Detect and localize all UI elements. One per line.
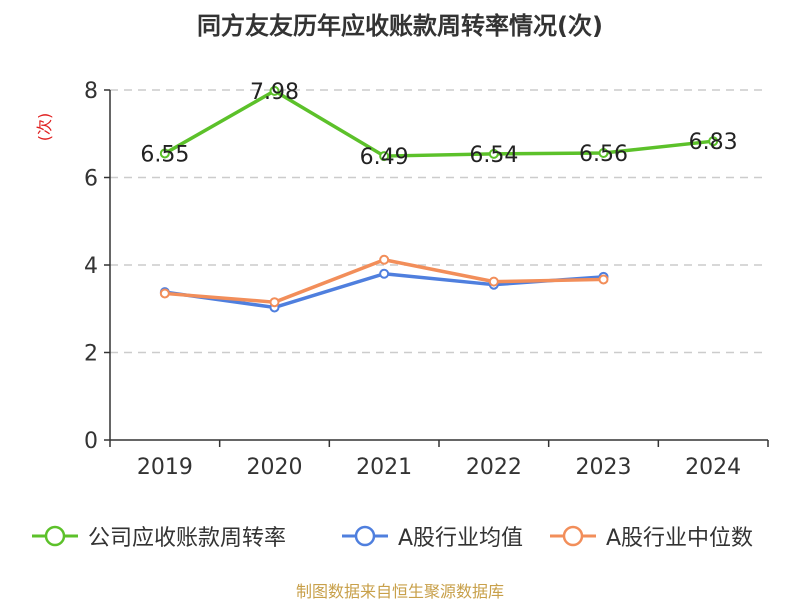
- data-point: [708, 136, 719, 147]
- data-point: [488, 148, 499, 159]
- y-axis-label: (次): [35, 113, 54, 142]
- data-label: 6.49: [360, 145, 409, 170]
- data-label: 6.83: [689, 130, 738, 155]
- legend: 公司应收账款周转率 A股行业均值 A股行业中位数: [0, 518, 800, 558]
- data-point: [269, 297, 280, 308]
- x-tick-label: 2022: [466, 455, 522, 480]
- series-line: [164, 272, 604, 310]
- legend-swatch-icon: [550, 525, 596, 547]
- x-tick-label: 2020: [247, 455, 303, 480]
- series-line: [163, 89, 714, 158]
- x-tick-label: 2019: [137, 455, 193, 480]
- grid-lines: [110, 89, 768, 354]
- y-tick-label: 0: [84, 429, 98, 454]
- y-tick-label: 2: [84, 342, 98, 367]
- data-label: 6.56: [579, 142, 628, 167]
- data-point: [379, 254, 390, 265]
- data-point: [159, 148, 170, 159]
- legend-swatch-icon: [32, 525, 78, 547]
- data-point: [379, 268, 390, 279]
- x-tick-label: 2024: [685, 455, 741, 480]
- data-label: 6.54: [469, 143, 518, 168]
- data-label: 7.98: [250, 80, 299, 105]
- y-tick-label: 6: [84, 167, 98, 192]
- source-note: 制图数据来自恒生聚源数据库: [295, 582, 504, 601]
- data-labels: 6.55 7.98 6.49 6.54 6.56 6.83: [140, 80, 737, 170]
- legend-swatch-icon: [342, 525, 388, 547]
- legend-label: 公司应收账款周转率: [88, 526, 287, 551]
- axes: 0 2 4 6 8 2019 2020 2021 2022 2023 2024 (次): [35, 79, 769, 480]
- legend-item[interactable]: A股行业中位数: [548, 518, 753, 554]
- x-tick-label: 2023: [576, 455, 632, 480]
- series-line: [164, 258, 604, 304]
- line-chart: 0 2 4 6 8 2019 2020 2021 2022 2023 2024 (次) 6.55 7.9…: [35, 79, 769, 480]
- legend-label: A股行业中位数: [606, 526, 754, 551]
- chart-title: 同方友友历年应收账款周转率情况(次): [197, 12, 603, 40]
- x-tick-label: 2021: [356, 455, 412, 480]
- data-point: [159, 288, 170, 299]
- data-point: [379, 151, 390, 162]
- legend-item[interactable]: A股行业均值: [340, 518, 523, 554]
- data-label: 6.55: [140, 142, 189, 167]
- data-point: [488, 276, 499, 287]
- data-point: [598, 274, 609, 285]
- legend-label: A股行业均值: [398, 526, 524, 551]
- data-point: [269, 85, 280, 96]
- y-tick-label: 8: [84, 79, 98, 104]
- data-point: [598, 148, 609, 158]
- y-tick-label: 4: [84, 254, 98, 279]
- series: [159, 85, 719, 313]
- legend-item[interactable]: 公司应收账款周转率: [30, 518, 286, 554]
